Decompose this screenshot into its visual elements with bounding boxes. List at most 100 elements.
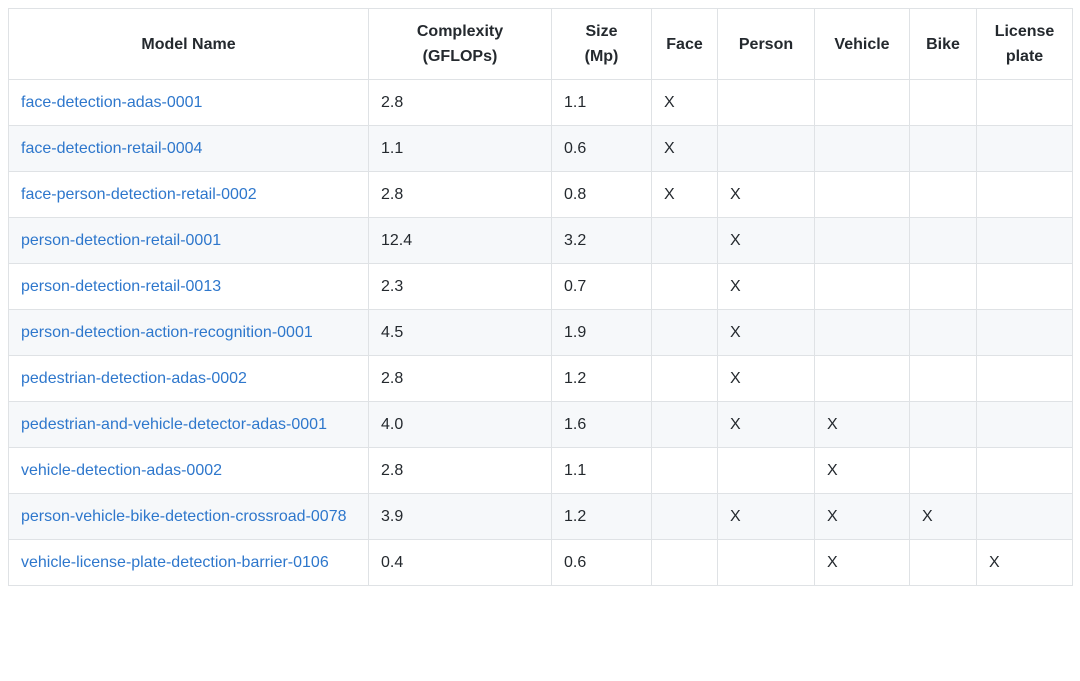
person-cell: X bbox=[718, 310, 815, 356]
column-header-face: Face bbox=[652, 9, 718, 80]
table-row: pedestrian-detection-adas-00022.81.2X bbox=[9, 356, 1073, 402]
model-name-cell: person-detection-retail-0001 bbox=[9, 218, 369, 264]
complexity-cell: 2.8 bbox=[369, 80, 552, 126]
size-cell: 0.6 bbox=[552, 540, 652, 586]
model-detection-table: Model NameComplexity(GFLOPs)Size(Mp)Face… bbox=[8, 8, 1073, 586]
bike-cell bbox=[910, 310, 977, 356]
model-link[interactable]: person-detection-retail-0013 bbox=[21, 278, 221, 295]
face-cell: X bbox=[652, 126, 718, 172]
size-cell: 0.7 bbox=[552, 264, 652, 310]
column-header-model: Model Name bbox=[9, 9, 369, 80]
model-link[interactable]: face-detection-retail-0004 bbox=[21, 140, 202, 157]
size-cell: 0.6 bbox=[552, 126, 652, 172]
complexity-cell: 4.0 bbox=[369, 402, 552, 448]
license-plate-cell: X bbox=[977, 540, 1073, 586]
size-cell: 1.6 bbox=[552, 402, 652, 448]
model-name-cell: vehicle-detection-adas-0002 bbox=[9, 448, 369, 494]
complexity-cell: 3.9 bbox=[369, 494, 552, 540]
column-header-size: Size(Mp) bbox=[552, 9, 652, 80]
license-plate-cell bbox=[977, 448, 1073, 494]
model-link[interactable]: vehicle-license-plate-detection-barrier-… bbox=[21, 554, 329, 571]
bike-cell bbox=[910, 402, 977, 448]
column-header-label: License bbox=[995, 23, 1055, 40]
bike-cell bbox=[910, 172, 977, 218]
complexity-cell: 2.8 bbox=[369, 172, 552, 218]
model-link[interactable]: pedestrian-and-vehicle-detector-adas-000… bbox=[21, 416, 327, 433]
column-header-bike: Bike bbox=[910, 9, 977, 80]
vehicle-cell: X bbox=[815, 494, 910, 540]
model-link[interactable]: pedestrian-detection-adas-0002 bbox=[21, 370, 247, 387]
column-header-vehicle: Vehicle bbox=[815, 9, 910, 80]
table-body: face-detection-adas-00012.81.1Xface-dete… bbox=[9, 80, 1073, 586]
bike-cell bbox=[910, 540, 977, 586]
size-cell: 1.2 bbox=[552, 356, 652, 402]
face-cell bbox=[652, 540, 718, 586]
complexity-cell: 4.5 bbox=[369, 310, 552, 356]
table-row: face-detection-adas-00012.81.1X bbox=[9, 80, 1073, 126]
vehicle-cell bbox=[815, 264, 910, 310]
vehicle-cell: X bbox=[815, 540, 910, 586]
model-name-cell: person-detection-action-recognition-0001 bbox=[9, 310, 369, 356]
bike-cell bbox=[910, 356, 977, 402]
face-cell bbox=[652, 494, 718, 540]
table-row: vehicle-license-plate-detection-barrier-… bbox=[9, 540, 1073, 586]
vehicle-cell bbox=[815, 80, 910, 126]
license-plate-cell bbox=[977, 494, 1073, 540]
face-cell: X bbox=[652, 80, 718, 126]
vehicle-cell bbox=[815, 310, 910, 356]
table-header: Model NameComplexity(GFLOPs)Size(Mp)Face… bbox=[9, 9, 1073, 80]
table-row: person-vehicle-bike-detection-crossroad-… bbox=[9, 494, 1073, 540]
complexity-cell: 1.1 bbox=[369, 126, 552, 172]
column-header-label: (Mp) bbox=[585, 48, 619, 65]
column-header-label: Complexity bbox=[417, 23, 503, 40]
bike-cell bbox=[910, 80, 977, 126]
bike-cell bbox=[910, 218, 977, 264]
size-cell: 1.9 bbox=[552, 310, 652, 356]
table-row: face-detection-retail-0004 1.10.6X bbox=[9, 126, 1073, 172]
complexity-cell: 2.3 bbox=[369, 264, 552, 310]
license-plate-cell bbox=[977, 126, 1073, 172]
license-plate-cell bbox=[977, 218, 1073, 264]
size-cell: 3.2 bbox=[552, 218, 652, 264]
model-link[interactable]: face-detection-adas-0001 bbox=[21, 94, 202, 111]
table-row: person-detection-retail-00132.30.7X bbox=[9, 264, 1073, 310]
face-cell bbox=[652, 356, 718, 402]
face-cell bbox=[652, 218, 718, 264]
page: Model NameComplexity(GFLOPs)Size(Mp)Face… bbox=[0, 0, 1080, 681]
model-name-cell: person-vehicle-bike-detection-crossroad-… bbox=[9, 494, 369, 540]
face-cell: X bbox=[652, 172, 718, 218]
column-header-label: Person bbox=[739, 36, 793, 53]
vehicle-cell bbox=[815, 126, 910, 172]
bike-cell bbox=[910, 126, 977, 172]
bike-cell bbox=[910, 264, 977, 310]
column-header-person: Person bbox=[718, 9, 815, 80]
model-link[interactable]: person-detection-retail-0001 bbox=[21, 232, 221, 249]
model-link[interactable]: person-vehicle-bike-detection-crossroad-… bbox=[21, 508, 347, 525]
model-name-cell: person-detection-retail-0013 bbox=[9, 264, 369, 310]
column-header-license_plate: License plate bbox=[977, 9, 1073, 80]
bike-cell bbox=[910, 448, 977, 494]
model-link[interactable]: person-detection-action-recognition-0001 bbox=[21, 324, 313, 341]
face-cell bbox=[652, 448, 718, 494]
face-cell bbox=[652, 402, 718, 448]
complexity-cell: 2.8 bbox=[369, 448, 552, 494]
table-row: vehicle-detection-adas-0002 2.81.1 X bbox=[9, 448, 1073, 494]
license-plate-cell bbox=[977, 172, 1073, 218]
license-plate-cell bbox=[977, 356, 1073, 402]
table-row: face-person-detection-retail-00022.80.8X… bbox=[9, 172, 1073, 218]
column-header-label: plate bbox=[1006, 48, 1043, 65]
model-link[interactable]: face-person-detection-retail-0002 bbox=[21, 186, 257, 203]
table-row: person-detection-action-recognition-0001… bbox=[9, 310, 1073, 356]
model-link[interactable]: vehicle-detection-adas-0002 bbox=[21, 462, 222, 479]
vehicle-cell: X bbox=[815, 448, 910, 494]
column-header-label: Model Name bbox=[141, 36, 235, 53]
complexity-cell: 2.8 bbox=[369, 356, 552, 402]
vehicle-cell bbox=[815, 356, 910, 402]
table-row: pedestrian-and-vehicle-detector-adas-000… bbox=[9, 402, 1073, 448]
model-name-cell: pedestrian-detection-adas-0002 bbox=[9, 356, 369, 402]
model-name-cell: face-detection-retail-0004 bbox=[9, 126, 369, 172]
size-cell: 1.1 bbox=[552, 448, 652, 494]
complexity-cell: 0.4 bbox=[369, 540, 552, 586]
table-header-row: Model NameComplexity(GFLOPs)Size(Mp)Face… bbox=[9, 9, 1073, 80]
complexity-cell: 12.4 bbox=[369, 218, 552, 264]
